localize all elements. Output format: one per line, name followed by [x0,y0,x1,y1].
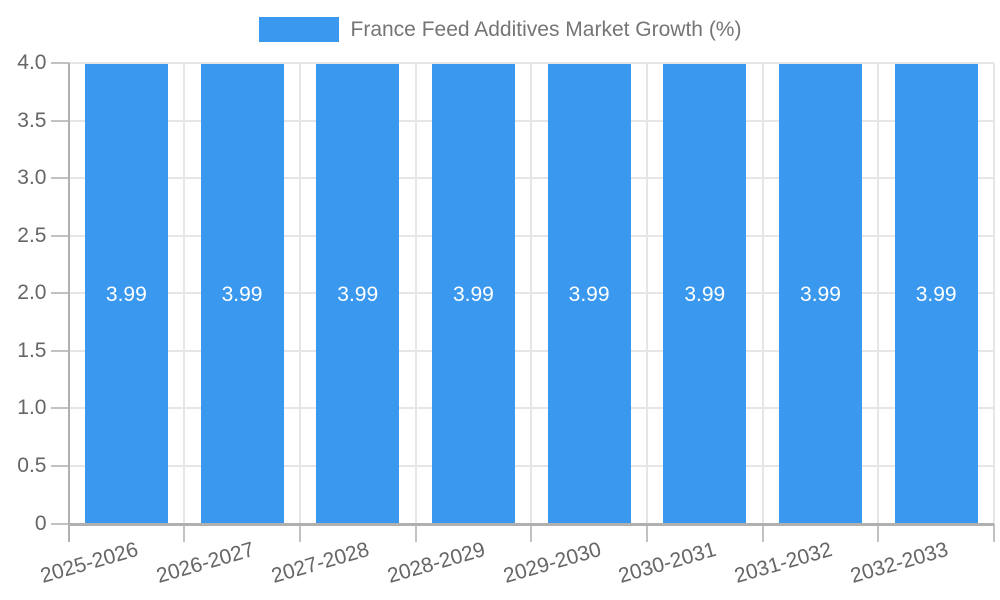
y-tick [50,119,69,122]
y-tick [50,62,69,64]
category-boundary-line [645,63,648,524]
x-axis-label: 2029-2030 [500,538,604,588]
y-tick [50,522,69,525]
x-axis-label: 2030-2031 [616,538,720,588]
bar-value-label: 3.99 [105,282,147,306]
bar-value-label: 3.99 [452,282,494,306]
x-tick [761,523,764,542]
y-tick [50,177,69,180]
y-tick [50,464,69,467]
bar-value-label: 3.99 [568,282,610,306]
category-boundary-line [414,63,417,524]
x-tick [414,523,417,542]
y-tick [50,234,69,237]
legend-label: France Feed Additives Market Growth (%) [350,17,742,41]
bar-value-label: 3.99 [915,282,957,306]
category-boundary-line [993,63,995,524]
bar-2029-2030[interactable] [547,64,631,524]
x-axis-label: 2028-2029 [384,538,488,588]
category-boundary-line [298,63,301,524]
x-axis-label: 2025-2026 [37,538,141,588]
y-axis-label: 0 [34,511,47,535]
chart-legend: France Feed Additives Market Growth (%) [0,17,1000,42]
x-axis-line [68,522,994,526]
y-axis-label: 2.0 [17,281,47,305]
x-tick [298,523,301,542]
bar-2032-2033[interactable] [894,64,978,524]
category-boundary-line [183,63,186,524]
bar-value-label: 3.99 [221,282,263,306]
bar-2028-2029[interactable] [431,64,515,524]
y-axis-label: 3.0 [17,166,47,190]
x-tick [877,523,880,542]
x-tick [645,523,648,542]
category-boundary-line [761,63,764,524]
category-boundary-line [530,63,533,524]
x-tick [183,523,186,542]
bar-2025-2026[interactable] [84,64,168,524]
x-axis-label: 2026-2027 [153,538,257,588]
y-tick [50,407,69,410]
bar-2026-2027[interactable] [200,64,284,524]
y-axis-label: 4.0 [17,51,47,74]
bar-2030-2031[interactable] [663,64,747,524]
y-axis-line [67,63,70,542]
x-axis-label: 2032-2033 [847,538,951,588]
y-axis-label: 2.5 [17,223,47,247]
x-tick [993,523,995,542]
y-axis-label: 1.5 [17,338,47,362]
x-axis-label: 2027-2028 [269,538,373,588]
y-axis-label: 3.5 [17,108,47,132]
y-tick [50,292,69,295]
bar-2031-2032[interactable] [778,64,862,524]
x-axis-label: 2031-2032 [731,538,835,588]
bar-value-label: 3.99 [800,282,841,306]
legend-swatch [258,17,339,42]
y-tick [50,349,69,352]
x-tick [530,523,533,542]
bar-value-label: 3.99 [684,282,726,306]
category-boundary-line [877,63,880,524]
y-axis-label: 0.5 [17,453,47,477]
y-axis-label: 1.0 [17,396,47,420]
bar-2027-2028[interactable] [316,64,400,524]
bar-value-label: 3.99 [337,282,379,306]
